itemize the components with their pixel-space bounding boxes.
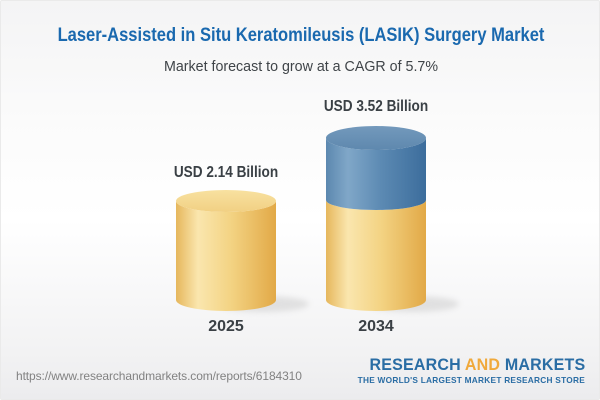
logo-word-research: RESEARCH bbox=[369, 356, 461, 374]
logo-word-and: AND bbox=[464, 356, 500, 374]
bar-2034-year-label: 2034 bbox=[358, 318, 394, 335]
bar-2025-cylinder bbox=[176, 190, 276, 311]
bar-2034-cylinder bbox=[326, 126, 426, 311]
bar-2025-year-label: 2025 bbox=[208, 318, 244, 335]
bar-2034-value-label: USD 3.52 Billion bbox=[323, 98, 429, 115]
report-url: https://www.researchandmarkets.com/repor… bbox=[16, 369, 302, 383]
page-title: Laser-Assisted in Situ Keratomileusis (L… bbox=[57, 25, 545, 46]
research-and-markets-logo: RESEARCH AND MARKETS THE WORLD'S LARGEST… bbox=[358, 357, 585, 386]
page-subtitle: Market forecast to grow at a CAGR of 5.7… bbox=[163, 58, 439, 75]
logo-tagline: THE WORLD'S LARGEST MARKET RESEARCH STOR… bbox=[357, 375, 585, 385]
logo-wordmark: RESEARCH AND MARKETS bbox=[364, 357, 585, 374]
logo-word-markets: MARKETS bbox=[504, 356, 585, 374]
bar-2025-value-label: USD 2.14 Billion bbox=[173, 164, 279, 181]
